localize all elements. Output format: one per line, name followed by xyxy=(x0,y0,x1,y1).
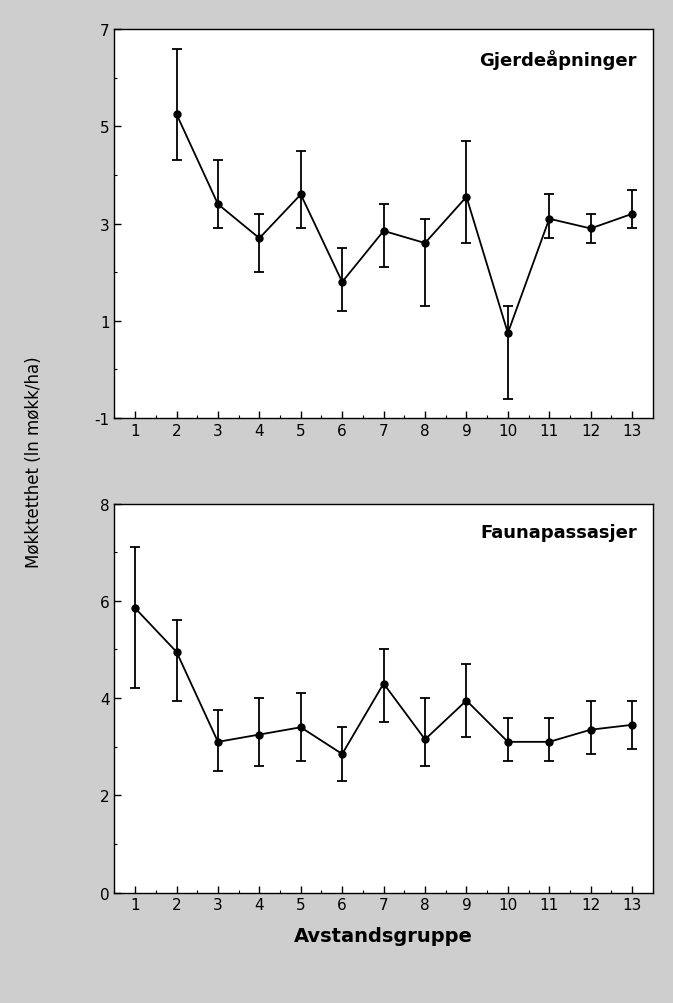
Text: Møkktetthet (ln møkk/ha): Møkktetthet (ln møkk/ha) xyxy=(25,356,42,567)
X-axis label: Avstandsgruppe: Avstandsgruppe xyxy=(294,927,473,946)
Text: Gjerdeåpninger: Gjerdeåpninger xyxy=(479,49,637,69)
Text: Faunapassasjer: Faunapassasjer xyxy=(480,524,637,542)
